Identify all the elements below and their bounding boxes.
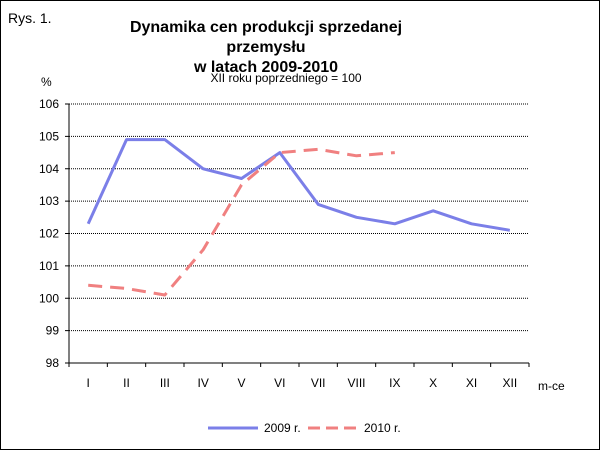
legend-label-series-1: 2009 r. [264,421,301,435]
data-point-series-1 [393,222,397,226]
x-tick-label: VIII [347,376,365,390]
series-line-2 [88,147,395,297]
y-tick-label: 104 [39,162,59,176]
chart-subtitle: XII roku poprzedniego = 100 [210,71,362,85]
x-axis-label: m-ce [538,379,565,393]
x-tick-label: VI [274,376,285,390]
data-point-series-2 [163,293,167,297]
data-point-series-1 [125,138,129,142]
x-tick-label: XII [502,376,517,390]
chart-title-line2: w latach 2009-2010 [193,59,339,76]
data-point-series-2 [278,151,282,155]
y-tick-label: 100 [39,291,59,305]
data-point-series-2 [86,283,90,287]
chart-title-line1: Dynamika cen produkcji sprzedanej przemy… [129,19,403,56]
data-point-series-1 [163,138,167,142]
data-point-series-2 [355,154,359,158]
y-tick-label: 98 [46,356,60,370]
x-tick-label: XI [466,376,477,390]
data-point-series-1 [431,209,435,213]
legend-label-series-2: 2010 r. [364,421,401,435]
y-tick-label: 103 [39,194,59,208]
y-tick-label: 105 [39,129,59,143]
x-tick-label: IV [197,376,208,390]
data-point-series-2 [316,147,320,151]
x-tick-label: III [160,376,170,390]
legend-swatch-series-2 [308,426,358,430]
data-point-series-1 [86,222,90,226]
figure-label: Rys. 1. [8,10,52,26]
data-point-series-1 [201,167,205,171]
data-point-series-1 [355,215,359,219]
y-axis-label: % [41,75,52,89]
data-point-series-1 [316,202,320,206]
y-tick-label: 99 [46,324,60,338]
data-point-series-1 [470,222,474,226]
chart-title: Dynamika cen produkcji sprzedanej przemy… [101,18,431,78]
data-point-series-1 [240,176,244,180]
series-line-1 [86,138,511,232]
y-tick-label: 106 [39,97,59,111]
data-point-series-2 [393,151,397,155]
x-tick-label: X [429,376,437,390]
data-point-series-2 [201,248,205,252]
data-point-series-2 [125,287,129,291]
x-tick-label: I [86,376,89,390]
x-tick-label: IX [389,376,400,390]
y-tick-label: 101 [39,259,59,273]
x-tick-label: VII [311,376,326,390]
y-tick-label: 102 [39,227,59,241]
data-point-series-1 [508,228,512,232]
x-tick-label: V [237,376,245,390]
legend-swatch-series-1 [208,426,258,430]
x-tick-label: II [123,376,130,390]
data-point-series-2 [240,183,244,187]
